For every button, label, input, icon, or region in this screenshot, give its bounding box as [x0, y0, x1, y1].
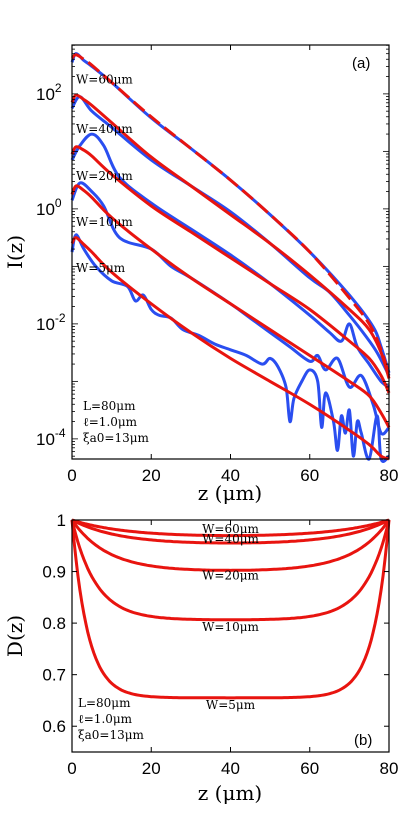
param-absorption-length-b: ξa0=13μm	[78, 728, 145, 742]
theory-curve-4	[70, 236, 390, 461]
panel-a: 0 20 40 60 80 102 100 10-2 10-4 W=60μm W=40μm W=2…	[3, 44, 398, 505]
b-y-tick-label-3: 0.7	[42, 666, 66, 685]
series-label-b-3: W=10μm	[202, 620, 259, 634]
theory-curve-1	[70, 93, 391, 379]
panel-b-x-axis-label: z (μm)	[198, 781, 262, 805]
d-curve-1	[71, 518, 390, 545]
panel-a-params: L=80μm ℓ=1.0μm ξa0=13μm	[83, 399, 150, 445]
panel-a-series-labels: W=60μm W=40μm W=20μm W=10μm W=5μm	[76, 73, 133, 276]
d-curve-3	[70, 519, 391, 622]
series-label-a-1: W=40μm	[76, 122, 133, 136]
a-y-tick-label-0: 102	[36, 81, 62, 104]
param-mean-free-path: ℓ=1.0μm	[83, 415, 138, 429]
series-label-b-0: W=60μm	[202, 522, 259, 536]
d-curve-2	[70, 519, 391, 572]
b-x-tick-label-2: 40	[221, 759, 240, 778]
panel-a-x-ticks: 0 20 40 60 80	[67, 45, 398, 485]
panel-a-y-axis-label: I(z)	[3, 235, 27, 269]
b-x-tick-label-3: 60	[300, 759, 319, 778]
b-y-tick-label-4: 0.6	[42, 717, 66, 736]
b-y-tick-label-1: 0.9	[42, 563, 66, 582]
sim-curve-4	[70, 233, 390, 463]
param-length: L=80μm	[83, 399, 136, 413]
theory-curve-2	[70, 145, 391, 394]
b-y-tick-label-2: 0.8	[42, 614, 66, 633]
param-mean-free-path-b: ℓ=1.0μm	[78, 712, 133, 726]
a-x-tick-label-1: 20	[142, 466, 161, 485]
param-absorption-length: ξa0=13μm	[83, 431, 150, 445]
panel-b-y-ticks: 1 0.9 0.8 0.7 0.6	[42, 511, 389, 736]
series-label-a-3: W=10μm	[76, 215, 133, 229]
series-label-a-2: W=20μm	[76, 169, 133, 183]
panel-b-y-axis-label: D(z)	[3, 615, 27, 657]
series-label-b-1: W=40μm	[202, 532, 259, 546]
panel-b-params: L=80μm ℓ=1.0μm ξa0=13μm	[78, 696, 145, 742]
panel-a-y-ticks: 102 100 10-2 10-4	[36, 44, 389, 457]
panel-a-frame	[71, 44, 390, 460]
a-x-tick-label-0: 0	[67, 466, 76, 485]
a-x-tick-label-4: 80	[380, 466, 399, 485]
panel-a-label: (a)	[352, 55, 370, 72]
b-x-tick-label-0: 0	[67, 759, 76, 778]
d-curve-0	[71, 518, 390, 538]
a-y-tick-label-1: 100	[36, 196, 62, 219]
sim-curve-0	[70, 52, 391, 374]
panel-a-x-axis-label: z (μm)	[198, 481, 262, 505]
panel-a-curves	[70, 52, 391, 463]
theory-curve-0	[70, 53, 391, 377]
a-x-tick-label-2: 40	[221, 466, 240, 485]
d-curve-4	[70, 519, 391, 700]
a-y-tick-label-3: 10-4	[36, 426, 66, 449]
b-x-tick-label-4: 80	[380, 759, 399, 778]
series-label-b-4: W=5μm	[206, 698, 256, 712]
panel-b-label: (b)	[354, 732, 372, 749]
panel-b-x-ticks: 0 20 40 60 80	[67, 520, 398, 778]
theory-curve-3	[70, 184, 391, 429]
a-y-tick-label-2: 10-2	[36, 311, 66, 334]
param-length-b: L=80μm	[78, 696, 131, 710]
series-label-a-0: W=60μm	[76, 73, 133, 87]
series-label-a-4: W=5μm	[76, 261, 126, 275]
series-label-b-2: W=20μm	[202, 568, 259, 582]
b-x-tick-label-1: 20	[142, 759, 161, 778]
panel-b-curves	[70, 518, 391, 700]
a-x-tick-label-3: 60	[300, 466, 319, 485]
b-y-tick-label-0: 1	[57, 511, 66, 530]
